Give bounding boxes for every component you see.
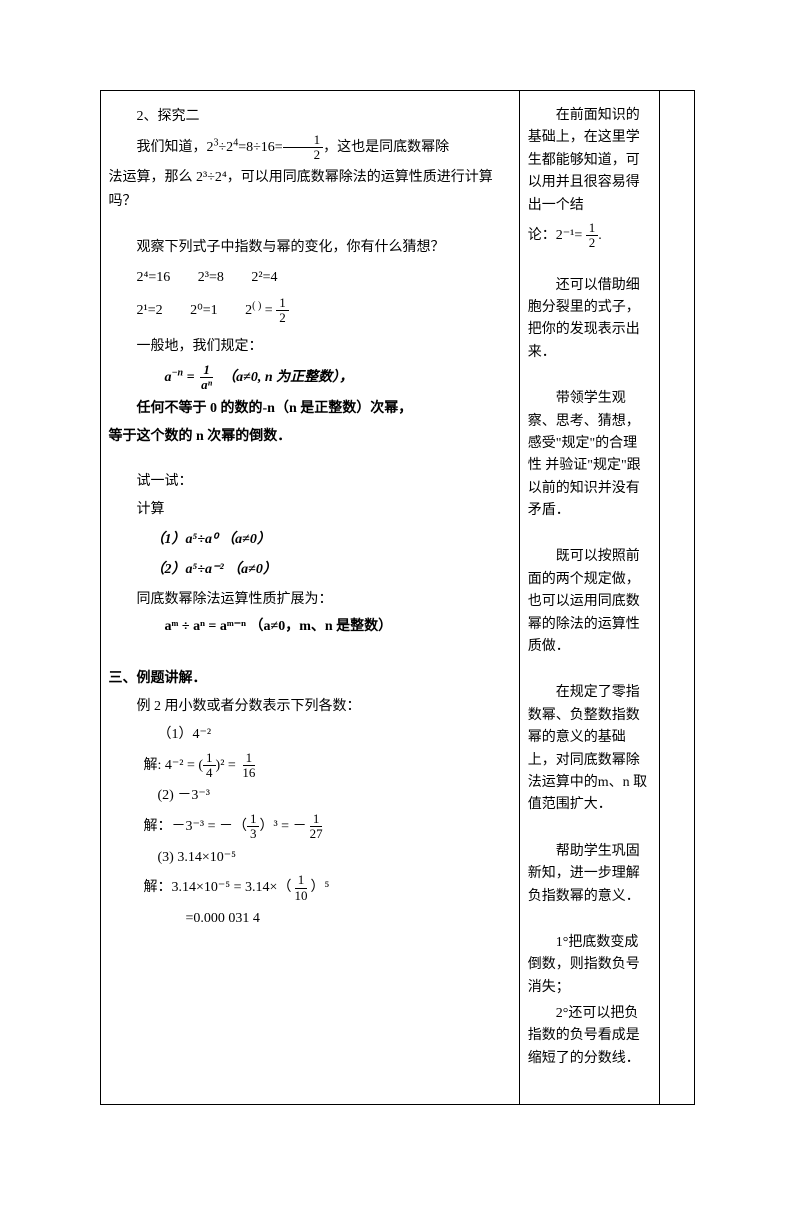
p-intro: 我们知道，23÷24=8÷16=12，这也是同底数幂除 bbox=[109, 133, 511, 163]
main-column: 2、探究二 我们知道，23÷24=8÷16=12，这也是同底数幂除 法运算，那么… bbox=[100, 91, 519, 1105]
ex1: （1）a⁵÷a⁰ （a≠0） bbox=[151, 528, 511, 552]
extra-column bbox=[659, 91, 694, 1105]
p-try: 试一试： bbox=[109, 470, 511, 494]
frac-s: 116 bbox=[239, 751, 258, 781]
note2: 还可以借助细胞分裂里的式子，把你的发现表示出来． bbox=[528, 275, 651, 365]
sol3c: =0.000 031 4 bbox=[186, 907, 511, 931]
item1: （1）4⁻² bbox=[158, 723, 511, 747]
p-calc: 计算 bbox=[109, 498, 511, 522]
frac-t: 13 bbox=[247, 812, 260, 842]
p-rule1: 任何不等于 0 的数的-n（n 是正整数）次幂， bbox=[109, 397, 511, 421]
note7: 1°把底数变成倒数，则指数负号消失； 2°还可以把负指数的负号看成是缩短了的分数… bbox=[528, 932, 651, 1070]
p-observe: 观察下列式子中指数与幂的变化，你有什么猜想？ bbox=[109, 236, 511, 260]
eq-row2: 2¹=2 2⁰=1 2( ) = 12 bbox=[137, 296, 511, 326]
note1: 在前面知识的基础上，在这里学生都能够知道，可以用并且很容易得出一个结 论：2⁻¹… bbox=[528, 105, 651, 251]
sol1: 解: 4⁻² = (14)² = 116 bbox=[144, 751, 511, 781]
rule-formula: a−n = 1aⁿ （a≠0, n 为正整数）， bbox=[165, 363, 511, 393]
p-intro2: 法运算，那么 2³÷2⁴，可以用同底数幂除法的运算性质进行计算吗？ bbox=[109, 166, 511, 214]
note5: 在规定了零指数幂、负整数指数幂的意义的基础上，对同底数幂除法运算中的m、n 取值… bbox=[528, 682, 651, 816]
ext-rule: aᵐ ÷ aⁿ = aᵐ⁻ⁿ （a≠0，m、n 是整数） bbox=[165, 615, 511, 639]
sol2: 解：－3⁻³ = －（13）³ = －127 bbox=[144, 812, 511, 842]
frac-half: 12 bbox=[283, 133, 324, 163]
item2: (2) －3⁻³ bbox=[158, 784, 511, 808]
p-extend: 同底数幂除法运算性质扩展为： bbox=[109, 588, 511, 612]
note3: 带领学生观察、思考、猜想，感受"规定"的合理性 并验证"规定"跟以前的知识并没有… bbox=[528, 388, 651, 522]
frac-half2: 12 bbox=[276, 296, 289, 326]
frac-half3: 12 bbox=[586, 221, 599, 251]
p-rule2: 等于这个数的 n 次幂的倒数． bbox=[109, 425, 511, 449]
sol3: 解：3.14×10⁻⁵ = 3.14×（110）⁵ bbox=[144, 873, 511, 903]
item3: (3) 3.14×10⁻⁵ bbox=[158, 846, 511, 870]
note6: 帮助学生巩固新知，进一步理解负指数幂的意义． bbox=[528, 841, 651, 908]
frac-tn: 110 bbox=[291, 873, 310, 903]
p-general: 一般地，我们规定： bbox=[109, 335, 511, 359]
eq-row1: 2⁴=16 2³=8 2²=4 bbox=[137, 270, 511, 286]
note4: 既可以按照前面的两个规定做，也可以运用同底数幂的除法的运算性质做． bbox=[528, 546, 651, 658]
frac-q: 14 bbox=[203, 751, 216, 781]
ex2: （2）a⁵÷a⁻² （a≠0） bbox=[151, 558, 511, 582]
frac-tw: 127 bbox=[307, 812, 326, 842]
frac-an: 1aⁿ bbox=[198, 363, 215, 393]
heading-explore2: 2、探究二 bbox=[109, 105, 511, 129]
notes-column: 在前面知识的基础上，在这里学生都能够知道，可以用并且很容易得出一个结 论：2⁻¹… bbox=[519, 91, 659, 1105]
sec3-title: 三、例题讲解． bbox=[109, 667, 511, 691]
ex-title: 例 2 用小数或者分数表示下列各数： bbox=[109, 695, 511, 719]
lesson-table: 2、探究二 我们知道，23÷24=8÷16=12，这也是同底数幂除 法运算，那么… bbox=[100, 90, 695, 1105]
